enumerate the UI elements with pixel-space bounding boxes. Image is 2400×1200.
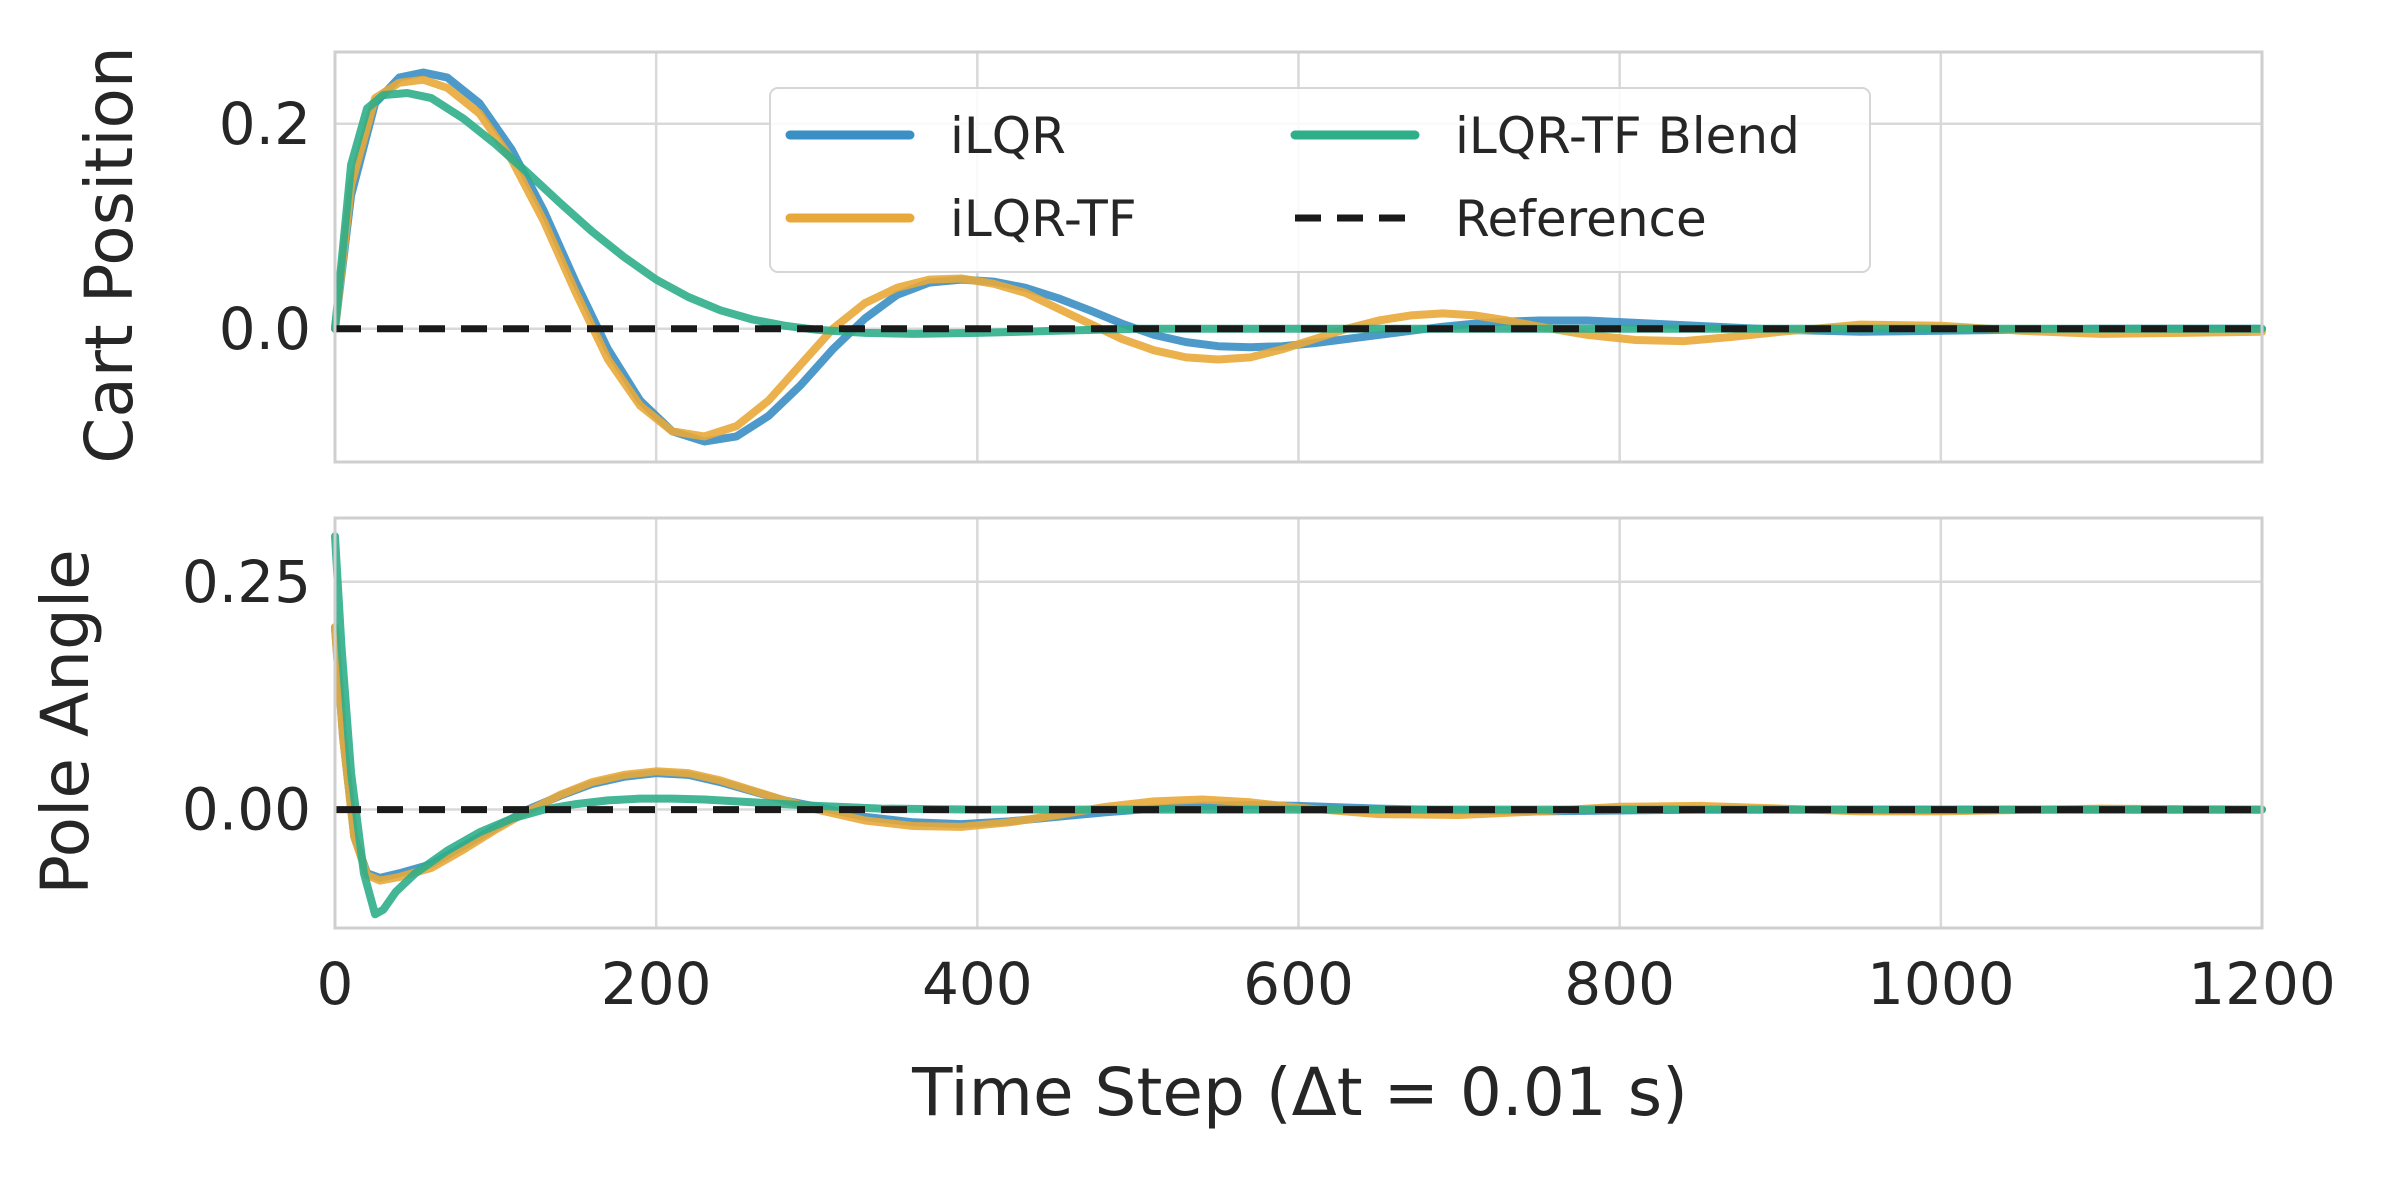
cart-position-series-ilqr-tf xyxy=(331,75,2266,441)
x-tick-label: 0 xyxy=(317,950,354,1018)
x-ticks: 0 200 400 600 800 1000 1200 xyxy=(317,950,2336,1018)
x-tick-label: 600 xyxy=(1243,950,1354,1018)
cart-position-y-tick-label: 0.0 xyxy=(219,295,311,363)
pole-angle-frame xyxy=(333,516,2264,930)
legend-box xyxy=(769,87,1871,273)
x-tick-label: 200 xyxy=(601,950,712,1018)
pole-angle-series xyxy=(331,532,2266,919)
legend: iLQR iLQR-TF iLQR-TF Blend Reference xyxy=(769,87,1871,273)
cart-position-series xyxy=(331,68,2266,446)
cart-position-y-ticks: 0.0 0.2 xyxy=(219,90,311,363)
cart-position-panel: 0.0 0.2 Cart Position xyxy=(71,46,2266,464)
cart-position-y-tick-label: 0.2 xyxy=(219,90,311,158)
cart-position-y-axis-label: Cart Position xyxy=(71,46,148,464)
legend-label-ilqr-tf: iLQR-TF xyxy=(950,190,1137,248)
x-axis-label: Time Step (Δt = 0.01 s) xyxy=(911,1054,1688,1131)
pole-angle-y-ticks: 0.00 0.25 xyxy=(182,548,311,844)
x-tick-label: 400 xyxy=(922,950,1033,1018)
pole-angle-y-tick-label: 0.25 xyxy=(182,548,311,616)
legend-label-ilqr: iLQR xyxy=(950,107,1066,165)
legend-label-ilqr-tf-blend: iLQR-TF Blend xyxy=(1455,107,1800,165)
cart-position-frame xyxy=(333,50,2264,464)
legend-label-reference: Reference xyxy=(1455,190,1707,248)
cart-position-series-ilqr xyxy=(331,68,2266,446)
pole-angle-y-axis-label: Pole Angle xyxy=(27,549,104,895)
x-tick-label: 1200 xyxy=(2188,950,2336,1018)
pole-angle-panel: 0.00 0.25 0 200 400 600 800 1000 1200 Pole Angl… xyxy=(27,516,2336,1131)
x-tick-label: 1000 xyxy=(1867,950,2015,1018)
pole-angle-y-tick-label: 0.00 xyxy=(182,776,311,844)
x-tick-label: 800 xyxy=(1564,950,1675,1018)
cart-position-series-ilqr-tf-blend xyxy=(331,89,2266,338)
